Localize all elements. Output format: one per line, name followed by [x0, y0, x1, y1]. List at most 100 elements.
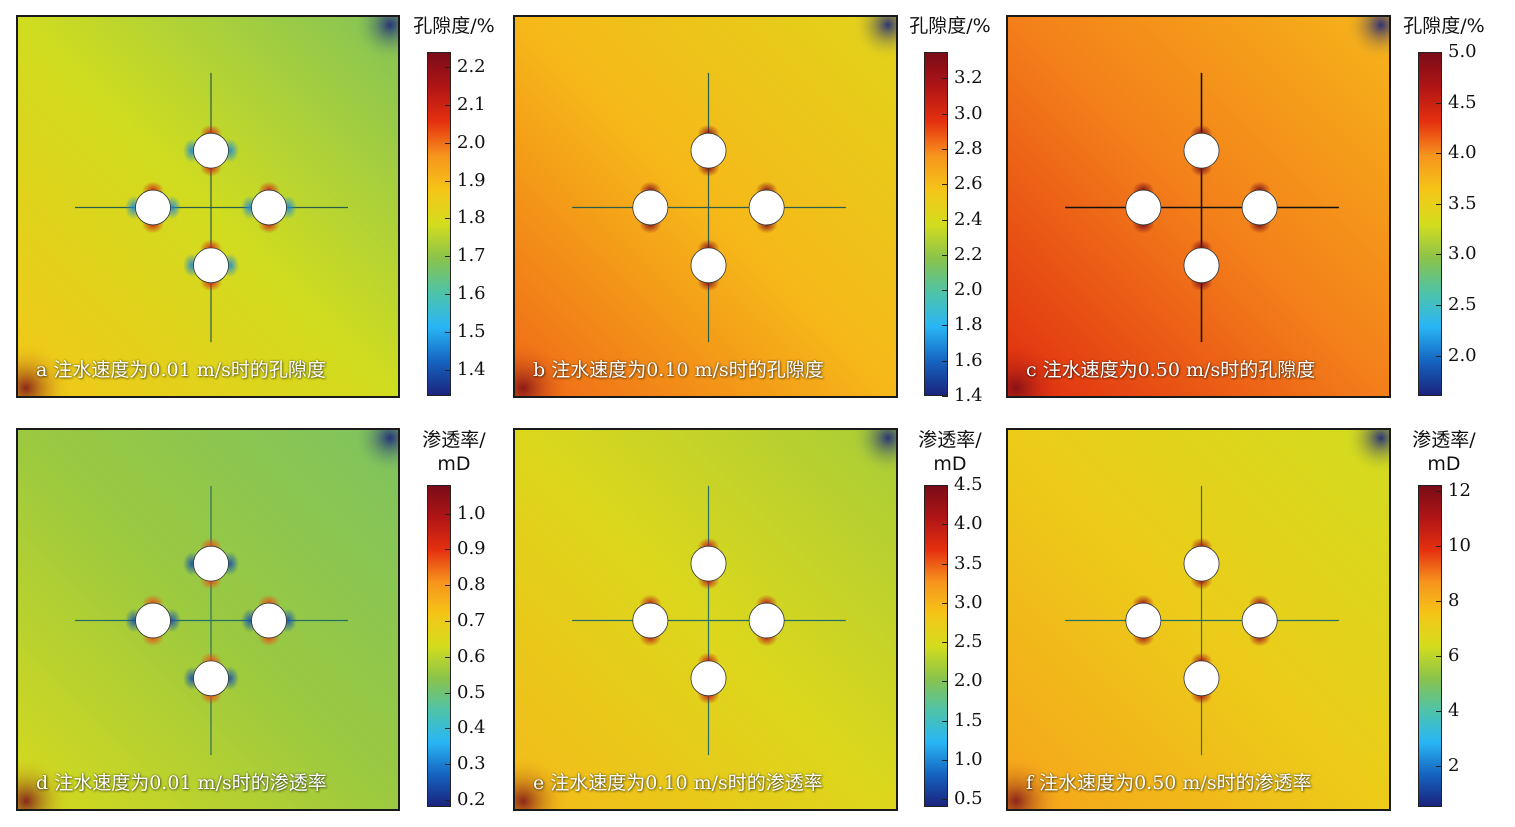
colorbar	[1418, 52, 1442, 396]
colorbar-tick-mark	[445, 370, 451, 371]
colorbar-tick-mark	[445, 800, 451, 801]
permeability-map-f: f 注水速度为0.50 m/s时的渗透率	[1006, 428, 1391, 811]
colorbar-tick-label: 4.0	[1448, 142, 1477, 163]
colorbar-tick-mark	[1436, 711, 1442, 712]
colorbar-tick-mark	[445, 218, 451, 219]
borehole	[1125, 602, 1162, 639]
colorbar-tick-label: 0.6	[457, 646, 486, 667]
borehole	[1241, 602, 1278, 639]
colorbar-tick-label: 0.3	[457, 753, 486, 774]
colorbar-tick-label: 1.6	[457, 283, 486, 304]
fracture-cross	[572, 72, 846, 343]
fracture-cross	[1065, 72, 1339, 343]
fracture-cross	[75, 72, 348, 343]
colorbar-tick-mark	[1436, 491, 1442, 492]
borehole	[748, 602, 785, 639]
colorbar	[924, 52, 948, 396]
colorbar-tick-label: 6	[1448, 645, 1460, 666]
borehole	[193, 247, 229, 284]
colorbar-tick-mark	[1436, 766, 1442, 767]
colorbar-tick-label: 2.2	[954, 244, 983, 265]
colorbar-title: 渗透率/mD	[918, 429, 982, 475]
colorbar-tick-label: 1.4	[457, 359, 486, 380]
colorbar-tick-label: 1.8	[954, 314, 983, 335]
colorbar-tick-mark	[1436, 103, 1442, 104]
colorbar-tick-mark	[942, 114, 948, 115]
colorbar-tick-mark	[942, 184, 948, 185]
colorbar-tick-label: 0.5	[954, 788, 983, 809]
colorbar-tick-mark	[445, 657, 451, 658]
colorbar-tick-label: 1.6	[954, 350, 983, 371]
colorbar-tick-label: 4.5	[1448, 92, 1477, 113]
colorbar-tick-mark	[942, 325, 948, 326]
colorbar-tick-mark	[942, 361, 948, 362]
colorbar-title: 孔隙度/%	[413, 15, 495, 37]
colorbar-tick-mark	[942, 760, 948, 761]
borehole	[193, 545, 229, 582]
borehole	[690, 247, 727, 284]
colorbar-tick-label: 0.8	[457, 574, 486, 595]
colorbar-tick-mark	[445, 764, 451, 765]
colorbar-tick-mark	[942, 564, 948, 565]
panel-caption: d 注水速度为0.01 m/s时的渗透率	[36, 772, 327, 794]
colorbar-tick-label: 0.5	[457, 682, 486, 703]
colorbar-tick-label: 2.1	[457, 94, 486, 115]
heatmap-field	[515, 430, 896, 809]
colorbar-tick-mark	[445, 332, 451, 333]
colorbar-tick-label: 2.4	[954, 209, 983, 230]
borehole	[690, 660, 727, 697]
fracture-cross	[1065, 485, 1339, 756]
colorbar-tick-label: 3.0	[954, 103, 983, 124]
colorbar-tick-mark	[942, 290, 948, 291]
colorbar-tick-mark	[1436, 204, 1442, 205]
colorbar-tick-mark	[942, 603, 948, 604]
colorbar-tick-mark	[1436, 254, 1442, 255]
colorbar-tick-mark	[942, 681, 948, 682]
colorbar-tick-mark	[1436, 305, 1442, 306]
colorbar-tick-label: 1.5	[457, 321, 486, 342]
colorbar-tick-label: 2.8	[954, 138, 983, 159]
colorbar-tick-label: 2.6	[954, 173, 983, 194]
borehole	[1241, 189, 1278, 226]
colorbar-tick-label: 2.5	[954, 631, 983, 652]
permeability-map-d: d 注水速度为0.01 m/s时的渗透率	[16, 428, 400, 811]
colorbar-tick-label: 4	[1448, 700, 1460, 721]
borehole	[135, 602, 171, 639]
panel-caption: a 注水速度为0.01 m/s时的孔隙度	[36, 359, 326, 381]
colorbar-tick-mark	[942, 485, 948, 486]
colorbar-tick-label: 2.0	[954, 670, 983, 691]
borehole	[1183, 247, 1220, 284]
colorbar-tick-mark	[445, 143, 451, 144]
colorbar-tick-label: 1.0	[457, 503, 486, 524]
heatmap-field	[18, 17, 398, 396]
colorbar-tick-mark	[942, 524, 948, 525]
colorbar-tick-label: 2.0	[954, 279, 983, 300]
porosity-map-a: a 注水速度为0.01 m/s时的孔隙度	[16, 15, 400, 398]
colorbar-tick-mark	[942, 255, 948, 256]
colorbar-tick-label: 1.7	[457, 245, 486, 266]
colorbar-tick-mark	[445, 514, 451, 515]
colorbar-tick-label: 2.5	[1448, 294, 1477, 315]
colorbar-tick-mark	[445, 549, 451, 550]
colorbar-tick-mark	[445, 693, 451, 694]
colorbar-tick-label: 8	[1448, 590, 1460, 611]
borehole	[632, 189, 669, 226]
borehole	[690, 132, 727, 169]
colorbar-tick-mark	[445, 585, 451, 586]
colorbar-tick-mark	[942, 721, 948, 722]
porosity-map-b: b 注水速度为0.10 m/s时的孔隙度	[513, 15, 898, 398]
fracture-cross	[572, 485, 846, 756]
colorbar-tick-label: 2.2	[457, 56, 486, 77]
permeability-map-e: e 注水速度为0.10 m/s时的渗透率	[513, 428, 898, 811]
borehole	[1125, 189, 1162, 226]
colorbar-tick-label: 4.0	[954, 513, 983, 534]
colorbar-tick-label: 12	[1448, 480, 1471, 501]
colorbar-tick-label: 1.9	[457, 170, 486, 191]
colorbar-tick-label: 2	[1448, 755, 1460, 776]
heatmap-field	[515, 17, 896, 396]
colorbar-tick-label: 2.0	[1448, 345, 1477, 366]
colorbar	[924, 485, 948, 807]
colorbar-tick-mark	[942, 396, 948, 397]
panel-caption: b 注水速度为0.10 m/s时的孔隙度	[533, 359, 824, 381]
colorbar-tick-label: 4.5	[954, 474, 983, 495]
